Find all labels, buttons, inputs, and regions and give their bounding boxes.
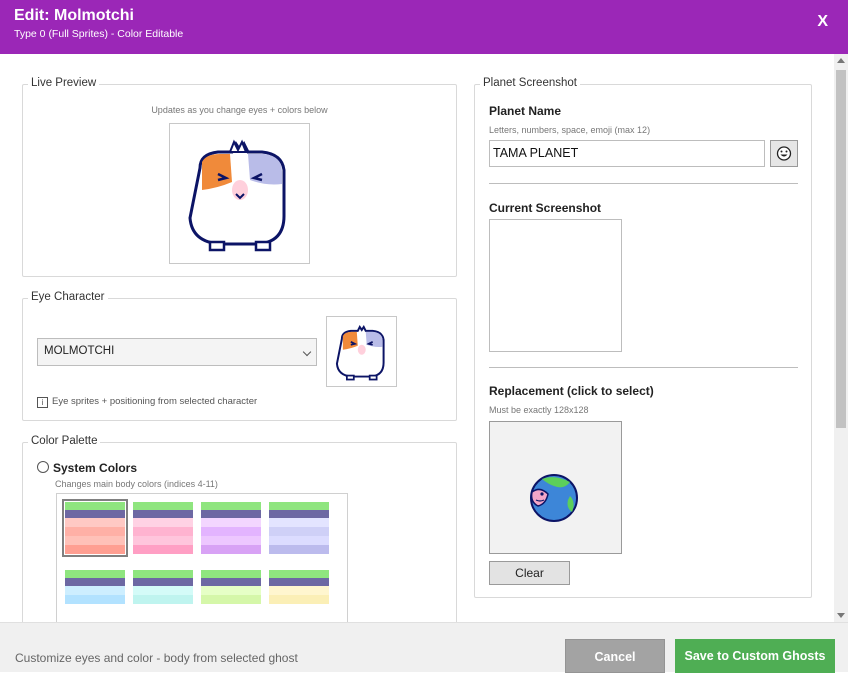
- replacement-label: Replacement (click to select): [489, 384, 654, 398]
- palette-swatch-bar: [201, 518, 261, 527]
- palette-swatch-bar: [133, 595, 193, 604]
- replacement-hint: Must be exactly 128x128: [489, 405, 589, 415]
- palette-swatch[interactable]: [201, 570, 261, 604]
- color-palette-legend: Color Palette: [28, 435, 101, 447]
- palette-swatch-bar: [133, 586, 193, 595]
- palette-swatch-bar: [269, 578, 329, 586]
- palette-swatch-bar: [133, 527, 193, 536]
- palette-swatch-bar: [269, 595, 329, 604]
- palette-swatch-bar: [201, 527, 261, 536]
- current-screenshot-box: [489, 219, 622, 352]
- eye-character-legend: Eye Character: [28, 291, 108, 303]
- palette-swatch-bar: [133, 510, 193, 518]
- cancel-button[interactable]: Cancel: [565, 639, 665, 673]
- palette-swatch-bar: [269, 586, 329, 595]
- palette-swatch-bar: [133, 578, 193, 586]
- molmotchi-sprite: [188, 139, 286, 252]
- palette-swatch[interactable]: [65, 570, 125, 604]
- palette-swatch-bar: [65, 586, 125, 595]
- palette-swatch[interactable]: [201, 502, 261, 554]
- clear-button[interactable]: Clear: [489, 561, 570, 585]
- eye-character-info: i Eye sprites + positioning from selected…: [37, 396, 257, 408]
- scroll-down-arrow-icon[interactable]: [837, 613, 845, 618]
- palette-swatch-bar: [133, 545, 193, 554]
- live-preview-note: Updates as you change eyes + colors belo…: [151, 105, 328, 115]
- palette-swatch-bar: [65, 595, 125, 604]
- palette-swatch-bar: [133, 502, 193, 510]
- planet-name-hint: Letters, numbers, space, emoji (max 12): [489, 125, 651, 135]
- palette-swatch-bar: [65, 536, 125, 545]
- chevron-down-icon: [302, 347, 312, 357]
- palette-swatch-bar: [269, 527, 329, 536]
- planet-screenshot-legend: Planet Screenshot: [480, 77, 580, 89]
- palette-swatch-bar: [269, 536, 329, 545]
- scroll-up-arrow-icon[interactable]: [837, 58, 845, 63]
- palette-swatch-bar: [201, 502, 261, 510]
- palette-swatch-bar: [201, 536, 261, 545]
- palette-swatch-bar: [65, 545, 125, 554]
- palette-swatch-bar: [133, 570, 193, 578]
- color-palette-group: Color Palette System Colors Changes main…: [22, 435, 457, 622]
- planet-divider-2: [489, 367, 798, 368]
- eye-character-select[interactable]: MOLMOTCHI: [37, 338, 317, 366]
- palette-swatch-bar: [269, 545, 329, 554]
- palette-swatch-bar: [269, 502, 329, 510]
- close-button[interactable]: X: [817, 13, 828, 30]
- dialog-subtitle: Type 0 (Full Sprites) - Color Editable: [14, 28, 184, 40]
- scrollbar-thumb[interactable]: [836, 70, 846, 428]
- palette-swatch-bar: [65, 570, 125, 578]
- palette-swatch-grid: [56, 493, 348, 622]
- palette-swatch-bar: [201, 578, 261, 586]
- planet-globe-icon: [530, 474, 578, 522]
- planet-divider-1: [489, 183, 798, 184]
- eye-character-group: Eye Character MOLMOTCHI i Eye sprites + p…: [22, 291, 457, 421]
- palette-swatch-bar: [133, 518, 193, 527]
- smiley-icon: [776, 146, 792, 161]
- palette-swatch-bar: [201, 510, 261, 518]
- dialog-footer: Customize eyes and color - body from sel…: [0, 622, 848, 673]
- info-icon: i: [37, 397, 48, 408]
- palette-swatch[interactable]: [269, 570, 329, 604]
- palette-swatch-bar: [65, 518, 125, 527]
- radio-circle-icon[interactable]: [37, 461, 49, 473]
- dialog-header: Edit: Molmotchi Type 0 (Full Sprites) - …: [0, 0, 848, 54]
- planet-screenshot-group: Planet Screenshot Planet Name Letters, n…: [474, 77, 812, 598]
- dialog-title: Edit: Molmotchi: [14, 7, 134, 24]
- system-colors-note: Changes main body colors (indices 4-11): [55, 479, 218, 489]
- palette-swatch[interactable]: [62, 499, 128, 557]
- emoji-picker-button[interactable]: [770, 140, 798, 167]
- system-colors-label: System Colors: [53, 461, 138, 475]
- palette-swatch-bar: [269, 518, 329, 527]
- live-preview-legend: Live Preview: [28, 77, 100, 89]
- live-preview-canvas: [169, 123, 310, 264]
- dialog-content: Live Preview Updates as you change eyes …: [0, 54, 848, 622]
- save-to-custom-ghosts-button[interactable]: Save to Custom Ghosts: [675, 639, 835, 673]
- palette-swatch-bar: [201, 586, 261, 595]
- palette-swatch-bar: [201, 570, 261, 578]
- replacement-image-picker[interactable]: [489, 421, 622, 554]
- palette-swatch-bar: [201, 595, 261, 604]
- palette-swatch-bar: [65, 527, 125, 536]
- live-preview-group: Live Preview Updates as you change eyes …: [22, 77, 457, 277]
- footer-status: Customize eyes and color - body from sel…: [15, 651, 298, 665]
- system-colors-radio[interactable]: System Colors: [37, 461, 137, 475]
- content-scrollbar[interactable]: [834, 54, 848, 622]
- palette-swatch[interactable]: [269, 502, 329, 554]
- palette-swatch-bar: [133, 536, 193, 545]
- palette-swatch-bar: [269, 570, 329, 578]
- eye-character-thumbnail: [326, 316, 397, 387]
- planet-name-input[interactable]: TAMA PLANET: [489, 140, 765, 167]
- palette-swatch[interactable]: [133, 502, 193, 554]
- palette-swatch-bar: [269, 510, 329, 518]
- palette-swatch-bar: [201, 545, 261, 554]
- eye-character-info-text: Eye sprites + positioning from selected …: [52, 396, 258, 407]
- palette-swatch-bar: [65, 502, 125, 510]
- planet-name-label: Planet Name: [489, 104, 562, 118]
- molmotchi-thumbnail-sprite: [335, 324, 385, 381]
- palette-swatch-bar: [65, 578, 125, 586]
- palette-swatch[interactable]: [133, 570, 193, 604]
- eye-character-selected: MOLMOTCHI: [44, 345, 115, 357]
- current-screenshot-label: Current Screenshot: [489, 201, 602, 215]
- palette-swatch-bar: [65, 510, 125, 518]
